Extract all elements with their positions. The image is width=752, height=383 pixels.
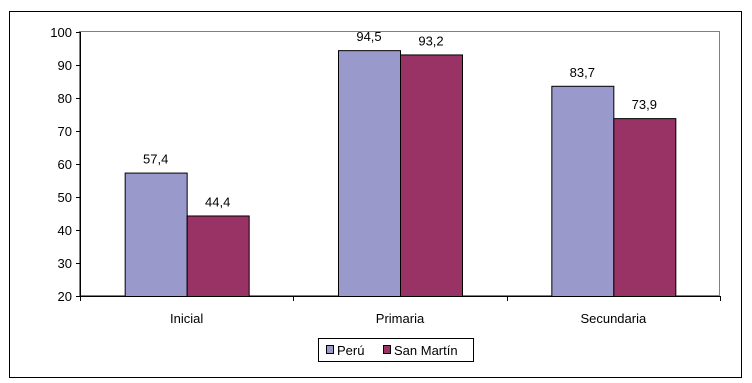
data-label: 94,5	[356, 29, 381, 44]
x-tick-label: Inicial	[170, 311, 203, 326]
data-label: 44,4	[205, 194, 230, 209]
legend-swatch-peru	[326, 345, 334, 354]
x-tick-label: Secundaria	[580, 311, 647, 326]
bar	[186, 215, 250, 297]
y-axis: 20 30 40 50 60 70 80 90 100	[50, 25, 81, 304]
y-tick-label: 70	[58, 124, 72, 139]
data-label: 57,4	[143, 152, 168, 167]
y-tick-label: 80	[58, 91, 72, 106]
legend-label-san-martin: San Martín	[394, 343, 458, 358]
y-tick-label: 100	[50, 25, 72, 40]
legend: Perú San Martín	[318, 338, 474, 362]
bars	[124, 50, 677, 298]
bar	[124, 172, 188, 297]
legend-box	[318, 338, 474, 362]
bar	[613, 118, 677, 297]
y-tick-label: 50	[58, 190, 72, 205]
y-tick-label: 40	[58, 223, 72, 238]
data-label: 83,7	[570, 65, 595, 80]
y-tick-label: 20	[58, 289, 72, 304]
data-labels: 57,4 44,4 94,5 93,2 83,7 73,9	[143, 29, 657, 209]
bar	[400, 54, 463, 297]
y-tick-label: 60	[58, 157, 72, 172]
bar	[338, 50, 401, 298]
data-label: 93,2	[418, 33, 443, 48]
bar	[551, 85, 615, 298]
x-tick-label: Primaria	[376, 311, 425, 326]
x-axis: Inicial Primaria Secundaria	[80, 296, 721, 326]
y-tick-label: 30	[58, 256, 72, 271]
data-label: 73,9	[632, 97, 657, 112]
legend-label-peru: Perú	[337, 343, 364, 358]
y-tick-label: 90	[58, 58, 72, 73]
legend-swatch-san-martin	[383, 345, 391, 354]
